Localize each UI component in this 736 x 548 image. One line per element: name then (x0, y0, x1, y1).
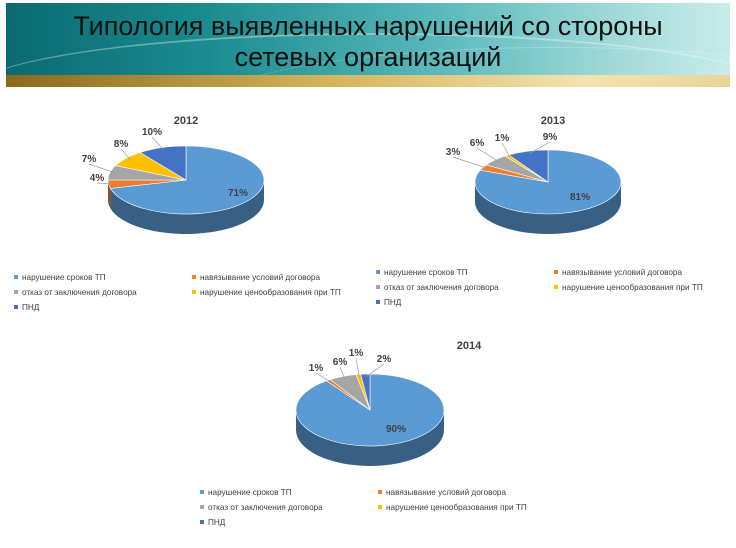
leader-line (476, 147, 500, 163)
leader-line (501, 142, 511, 158)
legend-marker-ПНД (200, 520, 204, 524)
pie-side-навязывание-условий-договора (108, 180, 111, 209)
data-label: 8% (114, 139, 129, 150)
legend-entry-нарушение-ценообразования-при-ТП: нарушение ценообразования при ТП (200, 288, 341, 297)
slide-title: Типология выявленных нарушений со сторон… (6, 11, 730, 73)
legend-marker-ПНД (376, 300, 380, 304)
legend-entry-ПНД: ПНД (208, 518, 226, 527)
leader-line (88, 163, 117, 174)
data-label: 71% (228, 188, 248, 199)
legend-marker-нарушение-ценообразования-при-ТП (554, 285, 558, 289)
leader-line (120, 148, 131, 161)
chart-legend: нарушение сроков ТП навязывание условий д… (200, 488, 527, 527)
chart-legend: нарушение сроков ТП навязывание условий д… (14, 273, 341, 312)
data-label: 6% (470, 138, 485, 149)
leader-line (339, 366, 346, 380)
legend-entry-нарушение-сроков-ТП: нарушение сроков ТП (22, 273, 106, 282)
legend-marker-навязывание-условий-договора (378, 490, 382, 494)
pie-side-walls (475, 182, 621, 234)
chart-title: 2014 (457, 340, 482, 352)
pie-slice-нарушение-сроков-ТП (474, 149, 622, 215)
header-swoosh-decoration (6, 33, 730, 87)
slide-title-line-1: Типология выявленных нарушений со сторон… (73, 11, 663, 41)
leader-line (355, 357, 360, 378)
data-label: 9% (543, 132, 558, 143)
leader-line (365, 363, 385, 378)
leader-line (96, 182, 115, 185)
legend-entry-нарушение-ценообразования-при-ТП: нарушение ценообразования при ТП (562, 283, 703, 292)
chart-title: 2012 (174, 115, 198, 127)
pie-side-walls (296, 410, 444, 466)
legend-marker-навязывание-условий-договора (192, 275, 196, 279)
legend-entry-отказ-от-заключения-договора: отказ от заключения договора (22, 288, 137, 297)
legend-entry-нарушение-ценообразования-при-ТП: нарушение ценообразования при ТП (386, 503, 527, 512)
legend-marker-ПНД (14, 305, 18, 309)
legend-entry-нарушение-сроков-ТП: нарушение сроков ТП (208, 488, 292, 497)
leader-line (529, 141, 551, 155)
slide-title-line-2: сетевых организаций (234, 42, 502, 72)
legend-marker-нарушение-ценообразования-при-ТП (192, 290, 196, 294)
legend-marker-нарушение-сроков-ТП (14, 275, 18, 279)
slide-header: Типология выявленных нарушений со сторон… (6, 3, 730, 87)
legend-entry-навязывание-условий-договора: навязывание условий договора (562, 268, 682, 277)
legend-marker-отказ-от-заключения-договора (200, 505, 204, 509)
pie-side-нарушение-сроков-ТП (296, 410, 444, 466)
header-gold-bar (6, 75, 730, 87)
legend-marker-навязывание-условий-договора (554, 270, 558, 274)
leader-line (315, 372, 332, 383)
legend-marker-отказ-от-заключения-договора (376, 285, 380, 289)
pie-side-нарушение-сроков-ТП (475, 182, 621, 234)
legend-marker-нарушение-сроков-ТП (376, 270, 380, 274)
pie-slice-нарушение-сроков-ТП (109, 145, 265, 215)
data-label: 1% (349, 348, 364, 359)
leader-line (151, 136, 165, 151)
legend-entry-навязывание-условий-договора: навязывание условий договора (200, 273, 320, 282)
legend-entry-ПНД: ПНД (384, 298, 402, 307)
data-label: 1% (495, 133, 510, 144)
chart-legend: нарушение сроков ТП навязывание условий д… (376, 268, 703, 307)
chart-title: 2013 (541, 115, 565, 127)
legend-entry-отказ-от-заключения-договора: отказ от заключения договора (384, 283, 499, 292)
legend-marker-нарушение-сроков-ТП (200, 490, 204, 494)
data-label: 2% (377, 354, 392, 365)
data-label: 90% (386, 424, 406, 435)
pie-side-нарушение-сроков-ТП (110, 180, 264, 234)
data-label: 6% (333, 357, 348, 368)
legend-marker-нарушение-ценообразования-при-ТП (378, 505, 382, 509)
legend-entry-ПНД: ПНД (22, 303, 40, 312)
legend-entry-навязывание-условий-договора: навязывание условий договора (386, 488, 506, 497)
legend-entry-нарушение-сроков-ТП: нарушение сроков ТП (384, 268, 468, 277)
data-label: 1% (309, 363, 324, 374)
data-label: 7% (82, 154, 97, 165)
leader-line (452, 156, 489, 169)
data-label: 81% (570, 192, 590, 203)
legend-entry-отказ-от-заключения-договора: отказ от заключения договора (208, 503, 323, 512)
pie-side-walls (108, 180, 264, 234)
data-label: 4% (90, 173, 105, 184)
data-label: 10% (142, 127, 162, 138)
legend-marker-отказ-от-заключения-договора (14, 290, 18, 294)
data-label: 3% (446, 147, 461, 158)
